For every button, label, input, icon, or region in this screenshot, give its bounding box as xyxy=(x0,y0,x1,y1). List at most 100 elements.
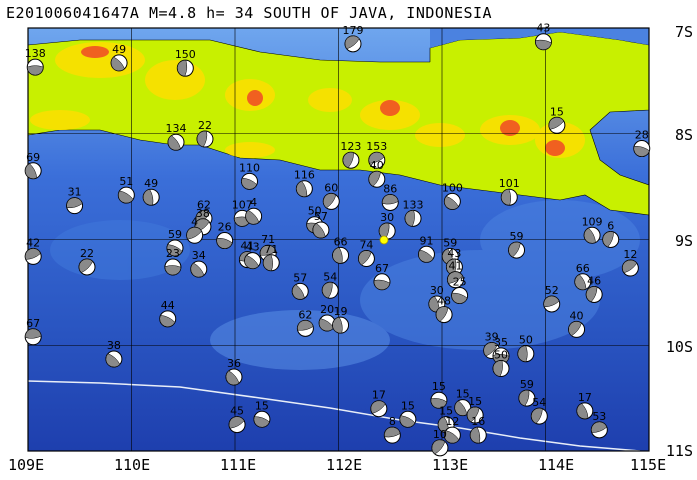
focal-mechanism-event[interactable]: 59 xyxy=(166,228,184,257)
focal-mechanism-event[interactable]: 43 xyxy=(445,247,463,276)
event-depth-label: 43 xyxy=(536,22,550,35)
focal-mechanism-event[interactable]: 42 xyxy=(24,236,42,265)
focal-mechanism-event[interactable]: 133 xyxy=(403,198,424,227)
focal-mechanism-event[interactable]: 20 xyxy=(318,303,336,332)
focal-mechanism-event[interactable]: 49 xyxy=(142,177,160,206)
focal-mechanism-event[interactable]: 67 xyxy=(373,262,391,291)
focal-mechanism-event[interactable]: 34 xyxy=(190,249,208,278)
beachball-compressional-quadrant xyxy=(633,146,650,157)
trench-line xyxy=(27,380,641,452)
focal-mechanism-event[interactable]: 8 xyxy=(383,415,401,444)
focal-mechanism-event[interactable]: 28 xyxy=(633,129,651,158)
focal-mechanism-event[interactable]: 71 xyxy=(259,233,277,262)
focal-mechanism-event[interactable]: 101 xyxy=(499,177,520,206)
beachball-compressional-quadrant xyxy=(501,188,512,206)
focal-mechanism-event[interactable]: 38 xyxy=(105,339,123,368)
focal-mechanism-event[interactable]: 67 xyxy=(24,317,42,346)
focal-mechanism-event[interactable]: 54 xyxy=(321,270,339,299)
focal-mechanism-event[interactable]: 43 xyxy=(534,22,552,51)
event-depth-label: 45 xyxy=(230,405,244,418)
focal-mechanism-event[interactable]: 86 xyxy=(381,182,399,211)
focal-mechanism-event[interactable]: 100 xyxy=(442,181,463,210)
focal-mechanism-event[interactable]: 22 xyxy=(78,247,96,276)
focal-mechanism-event[interactable]: 12 xyxy=(443,415,461,444)
focal-mechanism-event[interactable]: 15 xyxy=(548,105,566,134)
focal-mechanism-event[interactable]: 15 xyxy=(430,380,448,409)
event-depth-label: 116 xyxy=(294,169,315,182)
focal-mechanism-event[interactable]: 52 xyxy=(543,284,561,313)
focal-mechanism-event[interactable]: 4 xyxy=(245,196,263,225)
focal-mechanism-event[interactable]: 110 xyxy=(239,161,260,190)
focal-mechanism-event[interactable]: 25 xyxy=(451,276,469,305)
event-depth-label: 62 xyxy=(298,308,312,321)
focal-mechanism-event[interactable]: 31 xyxy=(66,186,84,215)
focal-mechanism-event[interactable]: 15 xyxy=(454,388,472,417)
focal-mechanism-event[interactable]: 45 xyxy=(228,405,246,434)
focal-mechanism-event[interactable]: 48 xyxy=(435,295,453,324)
focal-mechanism-event[interactable]: 15 xyxy=(399,399,417,428)
focal-mechanism-event[interactable]: 43 xyxy=(244,241,262,270)
beachball-compressional-quadrant xyxy=(263,254,273,272)
beachball-compressional-quadrant xyxy=(548,117,565,130)
focal-mechanism-event[interactable]: 44 xyxy=(159,299,177,328)
focal-mechanism-event[interactable]: 62 xyxy=(296,308,314,337)
focal-mechanism-event[interactable]: 26 xyxy=(216,221,234,250)
focal-mechanism-event[interactable]: 134 xyxy=(166,122,187,151)
focal-mechanism-event[interactable]: 57 xyxy=(312,210,330,239)
focal-mechanism-event[interactable]: 15 xyxy=(253,399,271,428)
focal-mechanism-event[interactable]: 51 xyxy=(117,175,135,204)
focal-mechanism-event[interactable]: 6 xyxy=(602,220,620,248)
focal-mechanism-event[interactable]: 138 xyxy=(25,47,46,76)
focal-mechanism-event[interactable]: 40 xyxy=(368,159,386,188)
beachball-compressional-quadrant xyxy=(241,177,258,190)
focal-mechanism-event[interactable]: 50 xyxy=(517,334,535,363)
focal-mechanism-event[interactable]: 15 xyxy=(466,395,484,424)
focal-mechanism-event[interactable]: 16 xyxy=(469,415,487,444)
focal-mechanism-event[interactable]: 19 xyxy=(332,305,350,334)
focal-mechanism-event[interactable]: 54 xyxy=(530,396,548,425)
focal-mechanism-event[interactable]: 91 xyxy=(417,234,435,263)
focal-mechanism-event[interactable]: 53 xyxy=(590,410,608,439)
event-depth-label: 59 xyxy=(443,236,457,249)
focal-mechanism-event[interactable]: 41 xyxy=(446,260,464,289)
focal-mechanism-event[interactable]: 22 xyxy=(196,119,214,148)
focal-mechanism-event[interactable]: 66 xyxy=(574,262,592,291)
focal-mechanism-event[interactable]: 17 xyxy=(370,389,388,418)
focal-mechanism-event[interactable]: 49 xyxy=(110,43,128,72)
focal-mechanism-event[interactable]: 23 xyxy=(164,247,182,276)
event-depth-label: 30 xyxy=(430,284,444,297)
event-depth-label: 38 xyxy=(107,339,121,352)
beachball-compressional-quadrant xyxy=(622,259,638,274)
focal-mechanism-event[interactable]: 69 xyxy=(24,151,42,180)
lon-label-110e: 110E xyxy=(114,456,151,474)
focal-mechanism-event[interactable]: 66 xyxy=(332,235,350,264)
focal-mechanism-event[interactable]: 179 xyxy=(342,24,363,53)
focal-mechanism-event[interactable]: 40 xyxy=(568,309,586,338)
event-depth-label: 10 xyxy=(433,428,447,441)
focal-mechanism-event[interactable]: 60 xyxy=(322,181,340,210)
focal-mechanism-event[interactable]: 59 xyxy=(508,230,526,259)
beachball-compressional-quadrant xyxy=(451,292,468,304)
event-depth-label: 41 xyxy=(240,240,254,253)
beachball-compressional-quadrant xyxy=(322,282,333,299)
focal-mechanism-event[interactable]: 74 xyxy=(357,239,375,268)
focal-mechanism-event[interactable]: 17 xyxy=(576,391,594,420)
focal-mechanism-event[interactable]: 46 xyxy=(585,274,603,303)
focal-mechanism-event[interactable]: 109 xyxy=(582,215,603,244)
focal-mechanism-event[interactable]: 4 xyxy=(186,215,204,244)
focal-mechanism-event[interactable]: 150 xyxy=(175,48,196,77)
focal-mechanism-event[interactable]: 57 xyxy=(291,271,309,300)
focal-mechanism-event[interactable]: 15 xyxy=(437,405,455,434)
focal-mechanism-event[interactable]: 36 xyxy=(225,357,243,386)
focal-mechanism-event[interactable]: 71 xyxy=(262,243,280,272)
beachball-compressional-quadrant xyxy=(164,265,182,276)
focal-mechanism-event[interactable]: 12 xyxy=(621,248,639,277)
beachball-compressional-quadrant xyxy=(177,59,188,77)
focal-mechanism-event[interactable]: 50 xyxy=(492,349,510,378)
focal-mechanism-event[interactable]: 30 xyxy=(378,211,396,240)
focal-mechanism-event[interactable]: 59 xyxy=(518,378,536,407)
focal-mechanism-event[interactable]: 123 xyxy=(340,140,361,169)
focal-mechanism-event[interactable]: 153 xyxy=(366,140,387,169)
focal-mechanism-event[interactable]: 116 xyxy=(294,169,315,198)
focal-mechanism-event[interactable]: 10 xyxy=(431,428,449,457)
